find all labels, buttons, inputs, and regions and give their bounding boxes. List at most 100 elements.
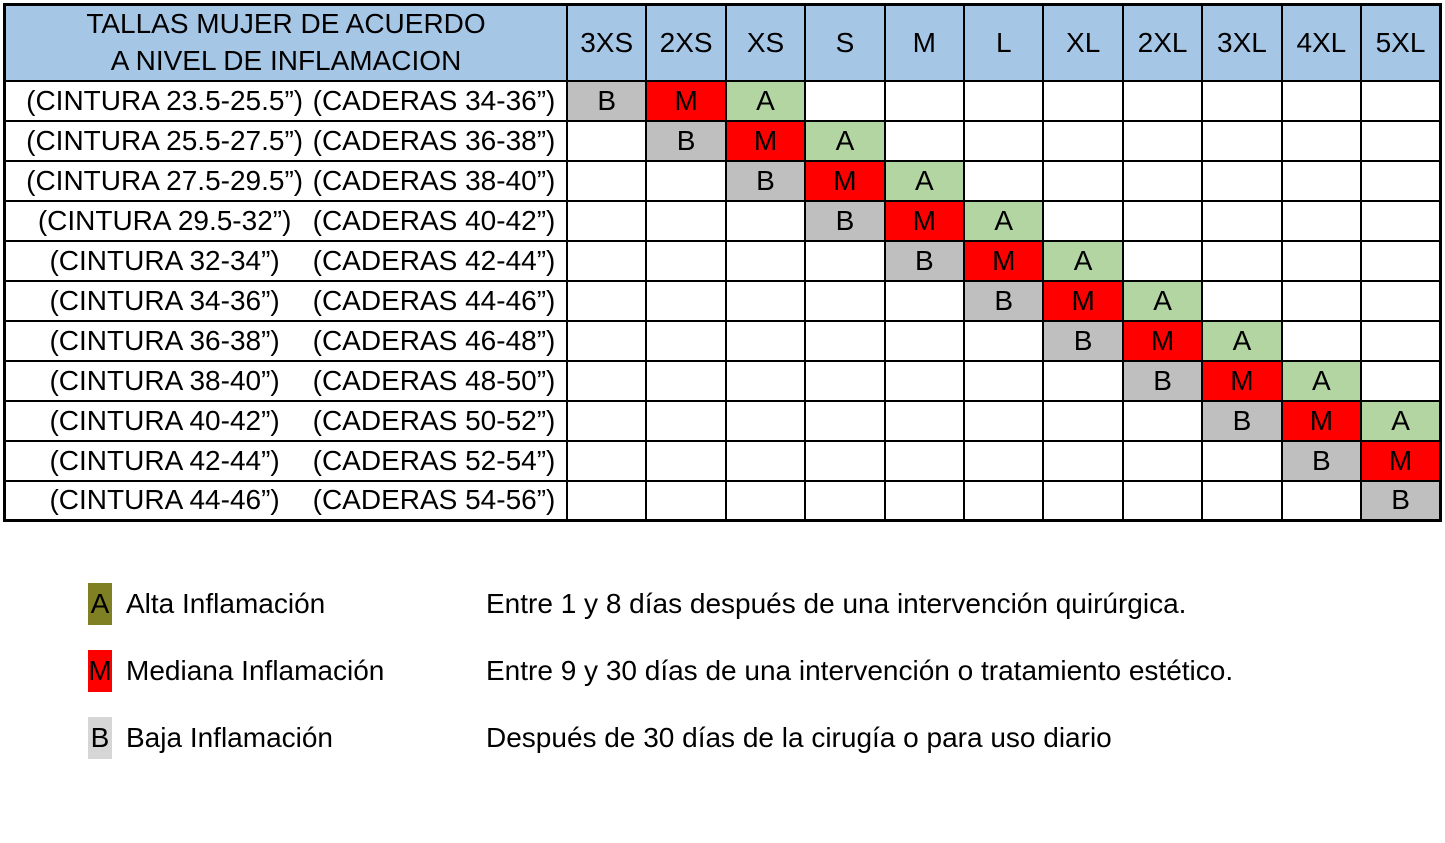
row-label: (CINTURA 32-34”) (CADERAS 42-44”) [3,239,568,282]
size-cell-m-3xl: M [1201,359,1283,402]
size-cell-empty [565,359,648,402]
size-col-l: L [963,3,1045,82]
size-cell-empty [963,159,1045,202]
size-cell-empty [1121,479,1204,522]
size-cell-empty [1121,79,1204,122]
size-cell-b-4xl: B [1280,439,1363,482]
size-cell-empty [645,319,727,362]
legend-desc-baja: Después de 30 días de la cirugía o para … [486,722,1112,753]
size-cell-empty [1042,159,1124,202]
size-cell-empty [1042,79,1124,122]
size-cell-a-4xl: A [1280,359,1363,402]
row-label: (CINTURA 34-36”) (CADERAS 44-46”) [3,279,568,322]
size-cell-empty [1042,399,1124,442]
size-cell-empty [1121,399,1204,442]
size-cell-a-m: A [883,159,966,202]
size-cell-m-m: M [883,199,966,242]
size-cell-empty [1280,79,1363,122]
table-row: (CINTURA 38-40”) (CADERAS 48-50”) B M A [3,359,1442,402]
row-label: (CINTURA 38-40”) (CADERAS 48-50”) [3,359,568,402]
size-cell-empty [645,279,727,322]
size-table-body: (CINTURA 23.5-25.5”) (CADERAS 34-36”) B M A(… [3,79,1442,522]
size-cell-empty [1201,279,1283,322]
size-cell-empty [645,199,727,242]
cintura-range: (CINTURA 23.5-25.5”) [26,84,304,116]
size-cell-b-xl: B [1042,319,1124,362]
size-cell-empty [963,319,1045,362]
size-cell-empty [1360,359,1442,402]
size-cell-m-xl: M [1042,279,1124,322]
caderas-range: (CADERAS 46-48”) [312,324,556,356]
size-cell-empty [1360,159,1442,202]
size-cell-empty [1121,159,1204,202]
size-cell-empty [804,79,886,122]
size-cell-a-2xl: A [1121,279,1204,322]
caderas-range: (CADERAS 38-40”) [312,164,556,196]
size-cell-b-3xl: B [1201,399,1283,442]
legend-swatch-alta: A [88,583,112,625]
size-cell-empty [724,479,807,522]
cintura-range: (CINTURA 29.5-32”) [37,204,292,236]
size-cell-a-xl: A [1042,239,1124,282]
size-cell-empty [565,199,648,242]
size-cell-a-s: A [804,119,886,162]
size-cell-empty [565,319,648,362]
size-cell-empty [1280,119,1363,162]
size-cell-empty [565,279,648,322]
size-cell-b-3xs: B [565,79,648,122]
legend-label-mediana: Mediana Inflamación [126,655,385,686]
size-cell-empty [1360,199,1442,242]
table-row: (CINTURA 25.5-27.5”) (CADERAS 36-38”) B M A [3,119,1442,162]
size-cell-empty [804,239,886,282]
size-cell-empty [963,479,1045,522]
size-cell-m-l: M [963,239,1045,282]
caderas-range: (CADERAS 44-46”) [312,284,556,316]
size-cell-empty [645,239,727,282]
size-cell-b-xs: B [724,159,807,202]
size-col-3xl: 3XL [1201,3,1283,82]
caderas-range: (CADERAS 34-36”) [312,84,556,116]
size-cell-empty [724,199,807,242]
size-cell-empty [565,439,648,482]
cintura-range: (CINTURA 44-46”) [49,484,280,516]
table-row: (CINTURA 23.5-25.5”) (CADERAS 34-36”) B M A [3,79,1442,122]
size-col-xs: XS [724,3,807,82]
size-cell-empty [645,399,727,442]
legend-row-baja: B Baja Inflamación Después de 30 días de… [88,716,1445,760]
size-cell-a-5xl: A [1360,399,1442,442]
size-cell-empty [1360,119,1442,162]
size-cell-m-5xl: M [1360,439,1442,482]
size-cell-empty [1201,239,1283,282]
size-cell-empty [724,439,807,482]
cintura-range: (CINTURA 25.5-27.5”) [26,124,304,156]
size-cell-empty [645,479,727,522]
size-cell-empty [565,159,648,202]
row-label: (CINTURA 25.5-27.5”) (CADERAS 36-38”) [3,119,568,162]
size-cell-m-4xl: M [1280,399,1363,442]
size-cell-empty [1201,439,1283,482]
size-cell-empty [883,319,966,362]
row-label: (CINTURA 29.5-32”) (CADERAS 40-42”) [3,199,568,242]
size-cell-empty [883,399,966,442]
size-cell-b-2xs: B [645,119,727,162]
table-title-line2: A NIVEL DE INFLAMACION [110,44,462,76]
size-cell-empty [1042,359,1124,402]
size-cell-empty [1042,479,1124,522]
table-row: (CINTURA 40-42”) (CADERAS 50-52”) B M A [3,399,1442,442]
legend-row-alta: A Alta Inflamación Entre 1 y 8 días desp… [88,582,1445,626]
caderas-range: (CADERAS 40-42”) [312,204,556,236]
size-cell-empty [1042,439,1124,482]
size-cell-empty [1280,319,1363,362]
caderas-range: (CADERAS 50-52”) [312,404,556,436]
size-cell-empty [804,479,886,522]
size-chart-sheet: TALLAS MUJER DE ACUERDO A NIVEL DE INFLA… [0,3,1445,843]
header-row: TALLAS MUJER DE ACUERDO A NIVEL DE INFLA… [3,3,1442,82]
size-cell-empty [565,239,648,282]
size-col-5xl: 5XL [1360,3,1442,82]
cintura-range: (CINTURA 38-40”) [49,364,280,396]
size-cell-a-xs: A [724,79,807,122]
size-cell-empty [1121,199,1204,242]
size-cell-empty [883,359,966,402]
size-cell-empty [963,79,1045,122]
caderas-range: (CADERAS 52-54”) [312,444,556,476]
